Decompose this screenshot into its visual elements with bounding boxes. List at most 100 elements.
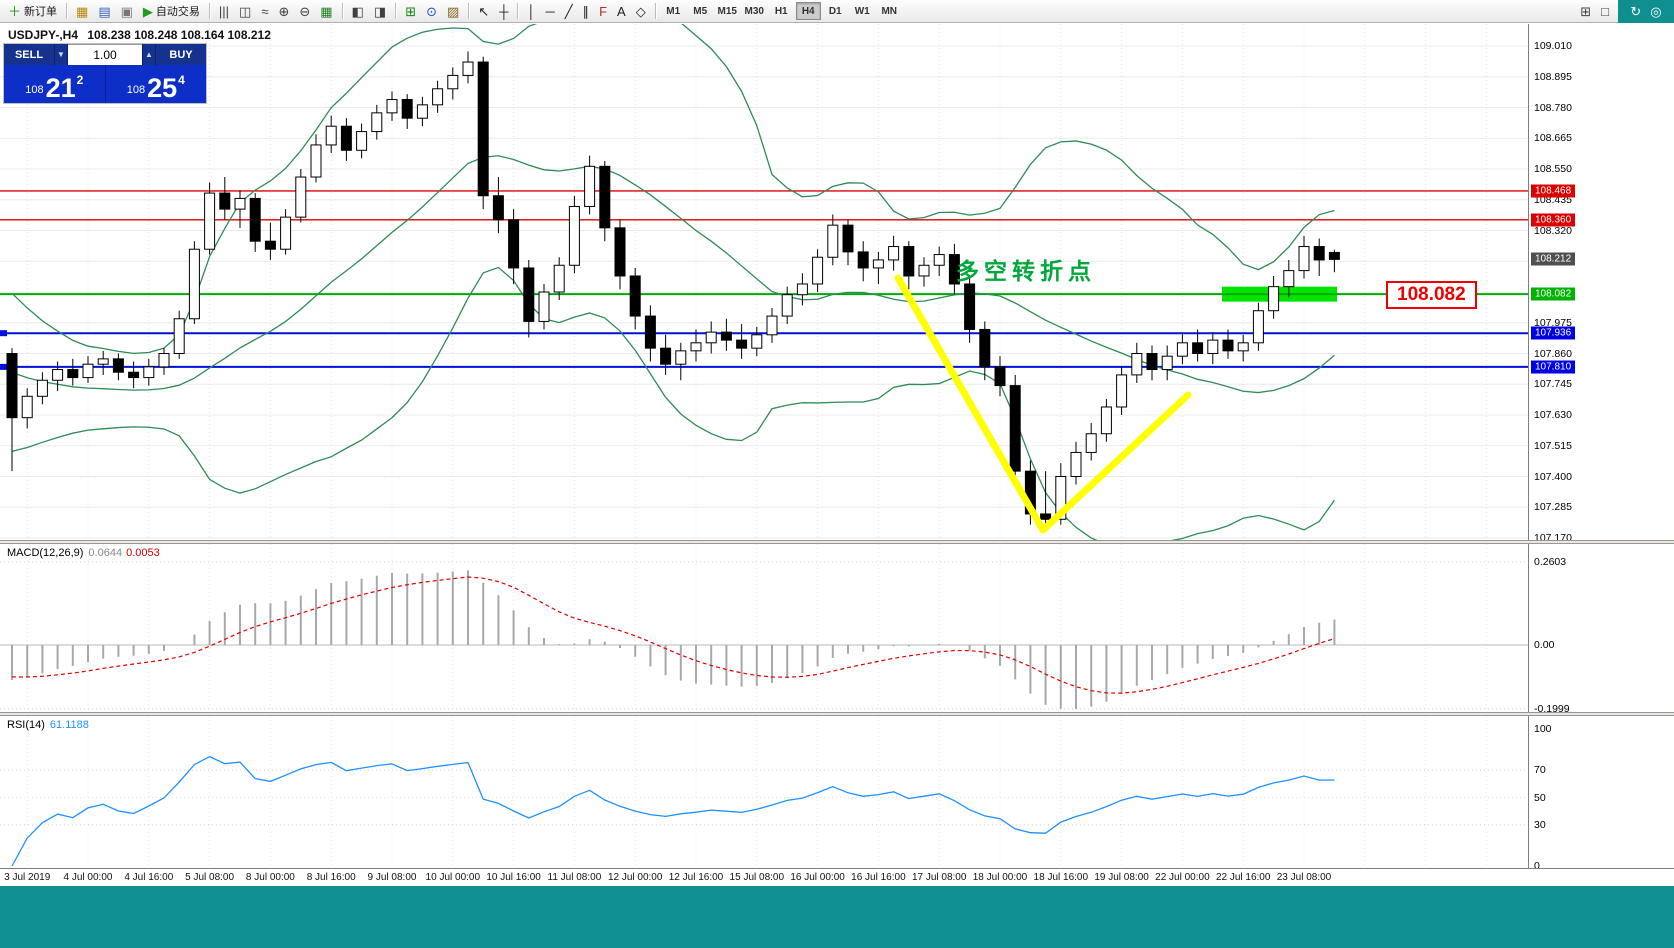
zoom-out-button[interactable]: ⊖ (295, 2, 314, 21)
zoom-in-button[interactable]: ⊕ (274, 2, 293, 21)
time-axis[interactable]: 3 Jul 2019 4 Jul 00:00 4 Jul 16:00 5 Jul 08… (0, 868, 1674, 886)
candlestick-chart-icon: ◫ (239, 3, 252, 19)
templates-button[interactable]: ▨ (443, 2, 463, 21)
toolbar-right-group: ⊞ □ (1575, 2, 1614, 21)
macd-main-value: 0.0644 (88, 547, 123, 559)
auto-arrange-button[interactable]: ▦ (316, 2, 336, 21)
new-order-button-label: 新订单 (24, 6, 58, 18)
chart-symbol-period: USDJPY-,H4 (8, 28, 79, 42)
equidistant-channel-icon: ∥ (582, 3, 590, 19)
main-chart-canvas[interactable] (0, 24, 1528, 540)
price-scale[interactable]: 109.010 108.895 108.780 108.665 108.550 108.4… (1528, 24, 1674, 872)
price-scale-label: 107.860 (1534, 347, 1572, 360)
buy-price-big: 25 (147, 73, 178, 104)
time-axis-label: 4 Jul 16:00 (124, 872, 174, 883)
time-axis-label: 22 Jul 00:00 (1155, 872, 1210, 883)
overlay-record-icon[interactable]: ◎ (1650, 3, 1662, 19)
cascade-windows-button[interactable]: ◧ (348, 2, 368, 21)
rsi-value: 61.1188 (49, 719, 89, 731)
time-axis-label: 4 Jul 00:00 (63, 872, 113, 883)
price-tag: 108.468 (1531, 184, 1576, 198)
panel-divider-macd[interactable] (0, 540, 1674, 544)
line-chart-button[interactable]: ≈ (257, 2, 272, 21)
price-scale-label: 108.320 (1534, 224, 1572, 237)
rsi-header: RSI(14) 61.1188 (7, 719, 89, 731)
candlestick-chart-button[interactable]: ◫ (235, 2, 255, 21)
macd-panel-canvas[interactable] (0, 544, 1528, 712)
trade-panel-prices: 108 21 2 108 25 4 (4, 65, 206, 103)
horizontal-line-icon: ─ (545, 3, 555, 19)
overlay-refresh-icon[interactable]: ↻ (1630, 3, 1642, 19)
timeframe-h1-button[interactable]: H1 (774, 5, 788, 17)
volume-input[interactable]: 1.00 (68, 44, 142, 65)
price-scale-label: 107.285 (1534, 501, 1572, 514)
buy-price-prefix: 108 (126, 84, 146, 96)
time-axis-label: 8 Jul 00:00 (245, 872, 295, 883)
market-watch-button[interactable]: ▣ (117, 2, 137, 21)
line-chart-icon: ≈ (261, 3, 269, 19)
rsi-panel-canvas[interactable] (0, 716, 1528, 868)
time-axis-label: 16 Jul 16:00 (851, 872, 906, 883)
sell-button[interactable]: SELL (4, 44, 54, 65)
buy-price[interactable]: 108 25 4 (104, 65, 207, 104)
arrows-button[interactable]: ◇ (632, 2, 650, 21)
new-order-icon: ＋ (8, 3, 22, 19)
timeframe-w1-button[interactable]: W1 (854, 5, 870, 17)
timeframe-m30-button[interactable]: M30 (744, 5, 764, 17)
sell-price-big: 21 (45, 73, 76, 104)
indicators-button[interactable]: ⊞ (401, 2, 420, 21)
price-scale-label: 107.745 (1534, 378, 1572, 391)
zoom-out-icon: ⊖ (299, 3, 311, 19)
rsi-name: RSI(14) (7, 719, 45, 731)
volume-up-button[interactable]: ▲ (142, 44, 156, 65)
window-layout-button[interactable]: □ (1597, 2, 1613, 21)
macd-signal-value: 0.0053 (126, 547, 160, 559)
toolbar-separator (517, 3, 519, 19)
sell-price-sup: 2 (76, 73, 84, 87)
timeframe-m1-button[interactable]: M1 (666, 5, 681, 17)
autotrading-button-label: 自动交易 (155, 6, 200, 18)
macd-name: MACD(12,26,9) (7, 547, 84, 559)
time-axis-label: 11 Jul 08:00 (547, 872, 602, 883)
timeframe-m5-button[interactable]: M5 (693, 5, 708, 17)
sell-price[interactable]: 108 21 2 (4, 65, 105, 103)
profiles-button[interactable]: ▤ (94, 2, 114, 21)
timeframe-d1-button[interactable]: D1 (828, 5, 842, 17)
time-axis-label: 18 Jul 16:00 (1033, 872, 1089, 883)
timeframe-h4-button[interactable]: H4 (795, 2, 821, 20)
profiles-icon: ▤ (98, 3, 111, 19)
fibonacci-button[interactable]: F (595, 2, 611, 21)
bar-chart-button[interactable]: ||| (215, 2, 233, 21)
volume-down-button[interactable]: ▼ (54, 44, 68, 65)
new-chart-button[interactable]: ▦ (72, 2, 92, 21)
horizontal-line-button[interactable]: ─ (542, 2, 559, 21)
chart-ohlc-values: 108.238 108.248 108.164 108.212 (87, 28, 271, 42)
timeframe-m15-button[interactable]: M15 (717, 5, 737, 17)
price-scale-label: 108.780 (1534, 101, 1572, 114)
macd-header: MACD(12,26,9) 0.0644 0.0053 (7, 547, 160, 559)
toolbar-separator (66, 3, 68, 19)
indicators-icon: ⊞ (405, 3, 417, 19)
equidistant-channel-button[interactable]: ∥ (579, 2, 594, 21)
autotrading-button[interactable]: ▶ 自动交易 (139, 2, 204, 21)
vertical-line-button[interactable]: │ (523, 2, 539, 21)
new-window-button[interactable]: ⊞ (1576, 2, 1595, 21)
rsi-scale-label: 50 (1534, 792, 1546, 804)
toolbar-separator (208, 3, 210, 19)
tile-windows-button[interactable]: ◨ (370, 2, 390, 21)
panel-divider-rsi[interactable] (0, 712, 1674, 716)
trendline-button[interactable]: ╱ (561, 2, 577, 21)
cascade-windows-icon: ◧ (351, 3, 364, 19)
cursor-button[interactable]: ↖ (474, 2, 493, 21)
timeframe-mn-button[interactable]: MN (881, 5, 897, 17)
rsi-scale-label: 0 (1534, 860, 1540, 872)
price-tag: 107.810 (1531, 360, 1576, 374)
periods-button[interactable]: ⊙ (422, 2, 441, 21)
price-scale-label: 107.975 (1534, 316, 1572, 329)
text-button[interactable]: A (613, 2, 630, 21)
buy-button[interactable]: BUY (156, 44, 206, 65)
desktop-corner-overlay: ↻ ◎ (1618, 0, 1674, 23)
new-order-button[interactable]: ＋新订单 (4, 2, 61, 21)
crosshair-button[interactable]: ┼ (495, 2, 512, 21)
toolbar-separator (468, 3, 470, 19)
